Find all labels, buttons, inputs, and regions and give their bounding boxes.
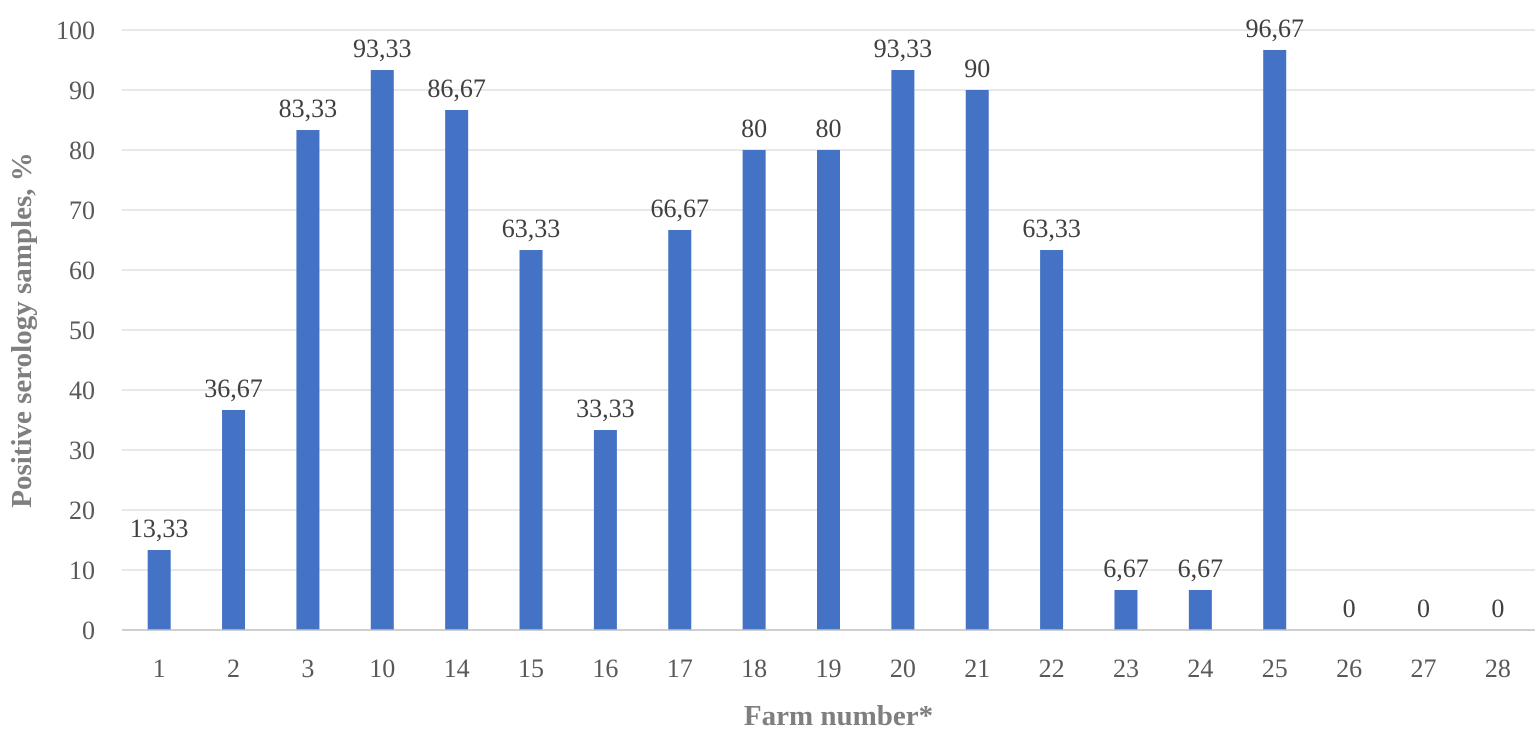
y-tick-label: 100 <box>56 16 95 45</box>
x-tick-label: 23 <box>1113 654 1139 683</box>
y-tick-label: 40 <box>69 376 95 405</box>
data-label: 33,33 <box>576 394 635 423</box>
data-label: 80 <box>816 114 842 143</box>
bar-farm-21 <box>965 90 989 630</box>
bar-farm-24 <box>1188 589 1212 630</box>
x-tick-label: 16 <box>592 654 618 683</box>
data-label: 93,33 <box>353 34 412 63</box>
y-tick-label: 30 <box>69 436 95 465</box>
x-tick-label: 1 <box>153 654 166 683</box>
x-tick-label: 2 <box>227 654 240 683</box>
bars <box>147 49 1287 631</box>
data-label: 83,33 <box>279 94 338 123</box>
data-label: 36,67 <box>204 374 263 403</box>
y-tick-label: 10 <box>69 556 95 585</box>
data-label: 6,67 <box>1178 554 1224 583</box>
bar-farm-25 <box>1263 49 1287 631</box>
data-label: 0 <box>1491 594 1504 623</box>
x-tick-label: 10 <box>369 654 395 683</box>
y-tick-label: 20 <box>69 496 95 525</box>
y-tick-label: 50 <box>69 316 95 345</box>
x-tick-label: 24 <box>1187 654 1213 683</box>
x-tick-label: 14 <box>444 654 470 683</box>
data-label: 80 <box>741 114 767 143</box>
bar-farm-15 <box>519 250 543 630</box>
x-tick-label: 19 <box>816 654 842 683</box>
x-axis-title: Farm number* <box>744 700 933 732</box>
bar-farm-16 <box>593 430 617 630</box>
bar-farm-3 <box>296 130 320 630</box>
bar-farm-14 <box>445 109 469 631</box>
x-tick-label: 27 <box>1410 654 1436 683</box>
y-tick-label: 80 <box>69 136 95 165</box>
x-tick-label: 20 <box>890 654 916 683</box>
x-tick-label: 17 <box>667 654 693 683</box>
data-label: 90 <box>964 54 990 83</box>
bar-farm-22 <box>1040 250 1064 630</box>
x-tick-label: 3 <box>301 654 314 683</box>
bar-farm-23 <box>1114 589 1138 630</box>
bar-farm-20 <box>891 70 915 630</box>
data-label: 0 <box>1417 594 1430 623</box>
x-tick-label: 28 <box>1485 654 1511 683</box>
bar-farm-19 <box>817 150 840 630</box>
x-tick-label: 18 <box>741 654 767 683</box>
x-tick-label: 26 <box>1336 654 1362 683</box>
y-tick-label: 90 <box>69 76 95 105</box>
data-label: 0 <box>1343 594 1356 623</box>
bar-farm-17 <box>668 229 692 631</box>
data-label: 63,33 <box>1022 214 1081 243</box>
data-label: 6,67 <box>1103 554 1149 583</box>
x-tick-label: 22 <box>1039 654 1065 683</box>
bar-farm-2 <box>222 409 246 630</box>
bar-farm-1 <box>147 550 171 630</box>
x-tick-label: 15 <box>518 654 544 683</box>
data-labels: 13,33 36,67 83,33 93,33 86,67 63,33 33,33 66,67… <box>130 14 1504 623</box>
bar-farm-10 <box>370 70 394 630</box>
data-label: 13,33 <box>130 514 189 543</box>
data-label: 93,33 <box>874 34 933 63</box>
data-label: 86,67 <box>427 74 486 103</box>
y-tick-label: 60 <box>69 256 95 285</box>
data-label: 66,67 <box>651 194 710 223</box>
data-label: 63,33 <box>502 214 561 243</box>
data-label: 96,67 <box>1245 14 1304 43</box>
y-axis-title: Positive serology samples, % <box>6 152 38 508</box>
y-tick-label: 0 <box>82 616 95 645</box>
x-tick-label: 21 <box>964 654 990 683</box>
y-tick-label: 70 <box>69 196 95 225</box>
bar-farm-18 <box>742 150 766 630</box>
x-tick-label: 25 <box>1262 654 1288 683</box>
